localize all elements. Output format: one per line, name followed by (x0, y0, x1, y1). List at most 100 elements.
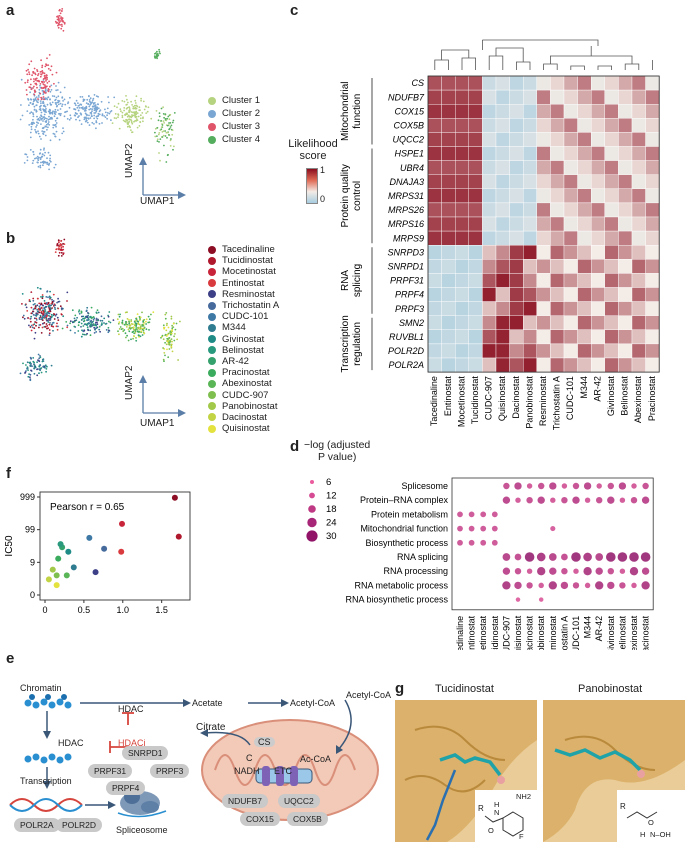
umap-point (36, 124, 38, 126)
x-tick-label: 0.5 (78, 605, 91, 615)
heatmap-cell (468, 132, 483, 147)
heatmap-cell (495, 160, 510, 175)
umap-point (43, 105, 46, 107)
umap-point (49, 85, 51, 88)
heatmap-cell (522, 343, 537, 359)
umap-point (135, 325, 138, 327)
heatmap-col-label: M344 (579, 376, 589, 399)
umap-point (30, 291, 33, 293)
enrichment-dot (491, 511, 498, 518)
dotplot-frame (451, 477, 654, 611)
umap-point (97, 95, 99, 98)
umap-point (43, 300, 46, 302)
umap-point (46, 74, 48, 77)
umap-point (34, 99, 36, 101)
group-label: function (352, 94, 363, 129)
umap-point (55, 85, 57, 87)
umap-point (88, 99, 91, 101)
drug-legend-label: Mocetinostat (222, 266, 276, 278)
heatmap-col-label: Givinostat (606, 376, 616, 417)
umap-point (61, 96, 64, 99)
umap-point (42, 101, 45, 104)
umap-point (32, 357, 35, 359)
heatmap-cell (495, 202, 510, 218)
heatmap-cell (441, 301, 456, 316)
umap-point (165, 329, 168, 332)
umap-point (32, 314, 35, 316)
heatmap-cell (536, 244, 551, 260)
umap-point (40, 104, 42, 107)
umap-point (94, 327, 97, 330)
dotplot-col-label: Abexinostat (629, 615, 639, 650)
umap-point (135, 108, 137, 110)
umap-point (142, 100, 145, 103)
heatmap-cell (482, 273, 497, 288)
heatmap-cell (645, 301, 660, 316)
umap-point (99, 319, 102, 322)
umap-point (126, 318, 129, 320)
umap-point (47, 126, 49, 129)
umap-point (36, 121, 38, 124)
umap-point (81, 96, 84, 98)
umap-point (94, 102, 96, 104)
heatmap-cell (591, 273, 606, 288)
umap-point (55, 313, 58, 316)
heatmap-cell (441, 132, 456, 147)
umap-point (138, 319, 141, 322)
heatmap-cell (482, 301, 497, 316)
umap-point (31, 123, 34, 126)
heatmap-cell (618, 188, 633, 204)
umap-point (159, 52, 161, 55)
heatmap-col-label: Panobinostat (524, 376, 534, 429)
scatter-point (119, 520, 125, 527)
umap-point (138, 336, 141, 338)
enrichment-dot (606, 552, 616, 562)
drug-legend-label: Abexinostat (222, 378, 272, 390)
heatmap-cell (441, 89, 456, 105)
heatmap-cell (604, 315, 619, 331)
umap-point (35, 319, 38, 321)
umap-point (53, 115, 56, 118)
umap-point (60, 308, 63, 311)
umap-point (43, 149, 45, 151)
heatmap-cell (441, 273, 456, 288)
umap-point (47, 318, 50, 320)
heatmap-cell (631, 357, 646, 373)
umap-point (57, 99, 59, 102)
dotplot-col-label: CUDC-101 (571, 616, 581, 650)
umap-point (46, 128, 48, 131)
scatter-point (86, 534, 93, 541)
enrichment-dot (561, 497, 568, 504)
umap-point (170, 343, 173, 346)
heatmap-cell (604, 132, 619, 147)
umap-point (121, 322, 124, 325)
umap-point (46, 303, 49, 306)
umap-point (21, 114, 24, 117)
heatmap-row-label: POLR2A (388, 360, 424, 370)
umap-point (162, 347, 165, 349)
enrichment-dot (572, 482, 580, 490)
umap-point (162, 106, 165, 109)
dna-helix-icon (9, 798, 83, 812)
umap-point (25, 306, 28, 309)
umap-point (30, 324, 33, 327)
umap-point (33, 361, 35, 364)
umap-point (53, 313, 56, 316)
umap-point (35, 126, 37, 128)
heatmap-cell (495, 118, 510, 133)
drug-legend-label: Entinostat (222, 277, 265, 289)
umap-point (171, 350, 174, 353)
umap-point (130, 129, 132, 132)
umap-point (73, 102, 76, 105)
heatmap-cell (454, 230, 469, 246)
drug-legend-item: Belinostat (208, 345, 279, 356)
umap-point (167, 326, 170, 329)
etc-label: ETC (274, 766, 292, 776)
umap-point (27, 79, 29, 82)
umap-point (126, 323, 129, 326)
drug-legend-item: Resminostat (208, 289, 279, 300)
umap-point (62, 100, 64, 102)
umap-point (157, 133, 160, 136)
umap-point (46, 82, 49, 84)
enrichment-dot (526, 483, 533, 489)
